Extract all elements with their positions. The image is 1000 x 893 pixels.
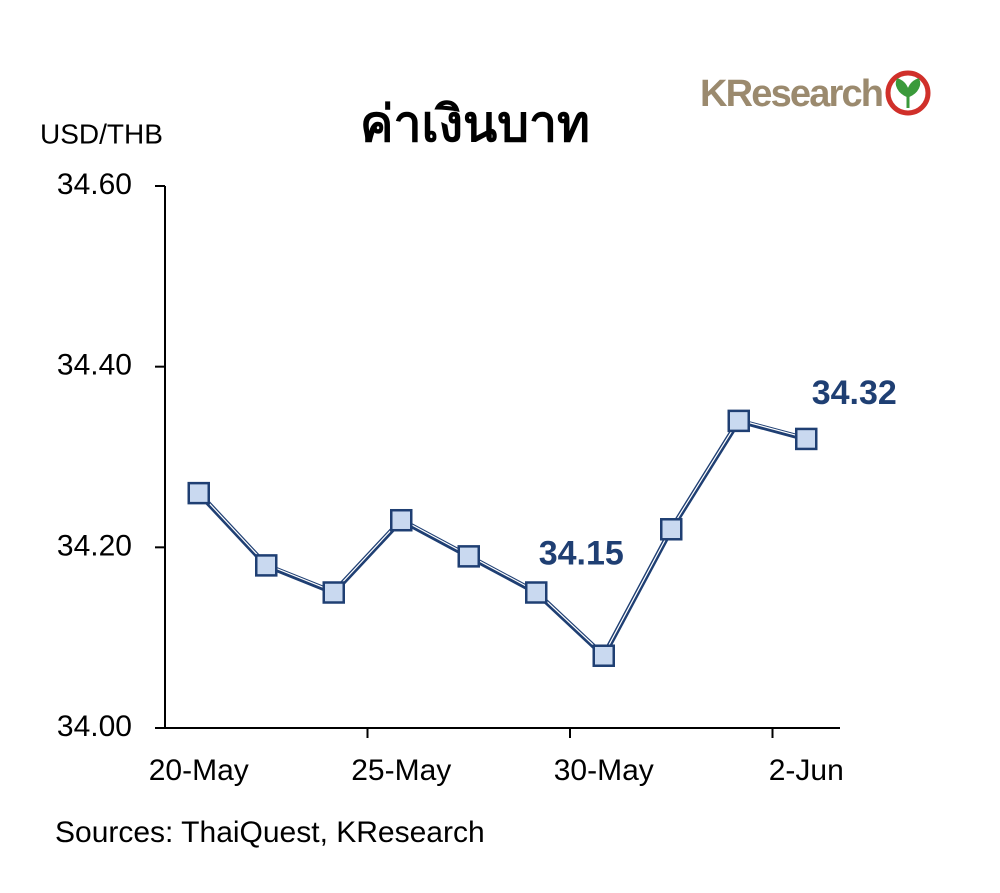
marker xyxy=(187,481,210,505)
marker xyxy=(390,508,413,532)
data-label: 34.15 xyxy=(539,534,624,572)
y-tick-label: 34.60 xyxy=(57,168,132,201)
y-axis-label: USD/THB xyxy=(40,118,163,149)
logo-leaf xyxy=(895,78,921,108)
marker xyxy=(255,554,278,577)
y-tick-label: 34.40 xyxy=(57,349,132,382)
y-tick-label: 34.20 xyxy=(57,529,132,562)
x-tick-label: 25-May xyxy=(351,754,451,787)
series-line-highlight xyxy=(198,419,807,656)
source-note: Sources: ThaiQuest, KResearch xyxy=(55,816,485,849)
series-line xyxy=(196,418,807,659)
chart-title: ค่าเงินบาท xyxy=(360,96,590,152)
marker xyxy=(795,427,818,451)
y-tick-label: 34.00 xyxy=(57,710,132,743)
marker xyxy=(457,545,480,568)
data-label: 34.32 xyxy=(812,374,897,412)
marker xyxy=(660,518,683,541)
x-tick-label: 2-Jun xyxy=(769,754,844,787)
logo-text: KResearch xyxy=(700,73,884,115)
marker xyxy=(592,644,615,667)
logo: KResearch xyxy=(700,70,931,116)
marker xyxy=(525,581,548,604)
marker xyxy=(322,581,345,604)
x-tick-label: 20-May xyxy=(149,754,249,787)
marker xyxy=(727,409,750,433)
x-tick-label: 30-May xyxy=(554,754,654,787)
